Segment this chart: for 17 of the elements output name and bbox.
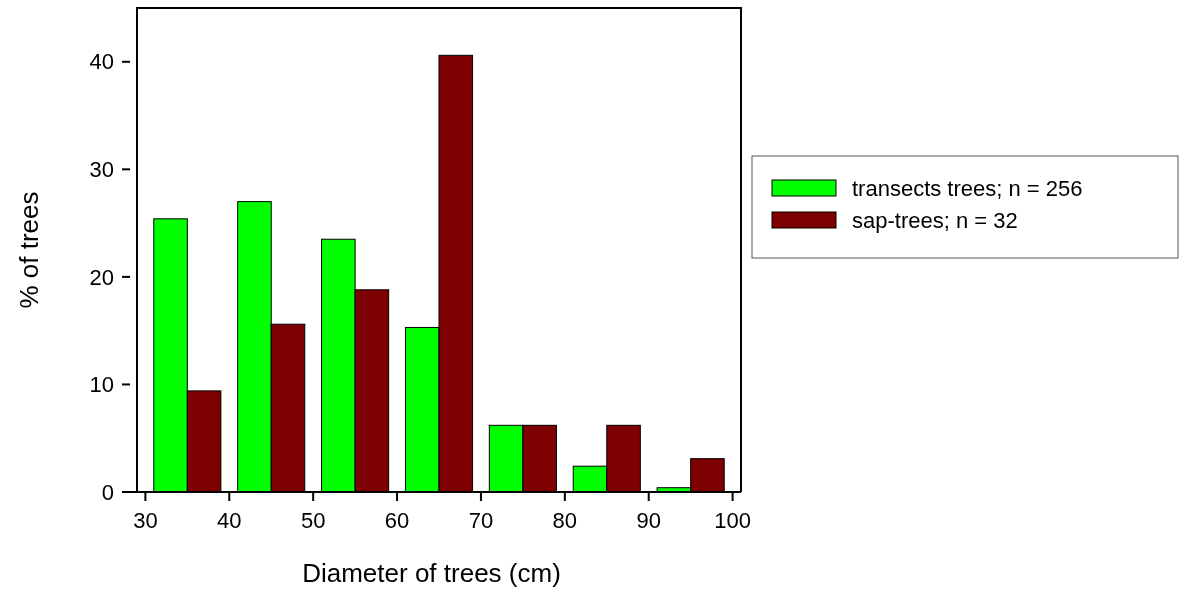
x-tick-label: 70: [468, 508, 494, 533]
x-tick-label: 50: [300, 508, 326, 533]
y-tick-label: 20: [89, 264, 114, 290]
x-tick-label: 30: [133, 508, 158, 533]
x-tick-label: 80: [552, 508, 578, 533]
y-tick-label: 30: [89, 157, 114, 183]
x-axis-title: Diameter of trees (cm): [302, 558, 561, 588]
y-tick-label: 10: [89, 372, 114, 398]
x-tick-label: 60: [384, 508, 410, 533]
y-tick-label: 40: [89, 49, 114, 75]
x-tick-label: 90: [636, 508, 661, 533]
y-tick-label: 0: [101, 479, 114, 505]
x-tick-label: 40: [217, 508, 242, 533]
legend-label: transects trees; n = 256: [852, 175, 1083, 201]
y-axis-title: % of trees: [14, 191, 44, 309]
legend-label: sap-trees; n = 32: [852, 207, 1018, 233]
x-tick-label: 100: [714, 508, 751, 533]
